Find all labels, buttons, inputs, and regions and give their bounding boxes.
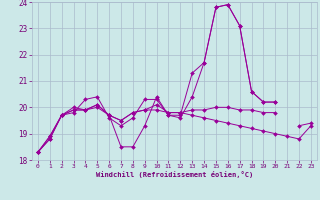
X-axis label: Windchill (Refroidissement éolien,°C): Windchill (Refroidissement éolien,°C) xyxy=(96,171,253,178)
